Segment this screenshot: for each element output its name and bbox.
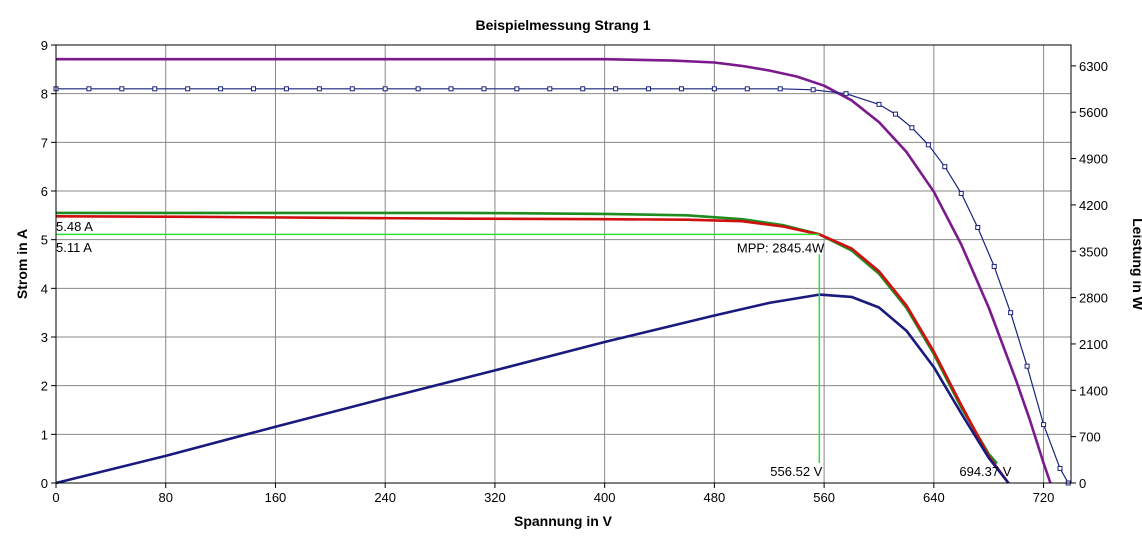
- y2-axis-label: Leistung in W: [1130, 218, 1142, 311]
- vmpp-label: 556.52 V: [770, 464, 822, 479]
- x-tick-label: 240: [374, 490, 396, 505]
- x-tick-label: 640: [923, 490, 945, 505]
- chart-title: Beispielmessung Strang 1: [475, 17, 650, 33]
- series-point: [185, 86, 191, 92]
- series-point: [547, 86, 553, 92]
- series-point: [1008, 310, 1014, 316]
- series-point: [251, 86, 257, 92]
- mpp-annotation-group: [56, 233, 821, 463]
- series-point: [892, 111, 898, 117]
- series-point: [843, 91, 849, 97]
- series-point: [152, 86, 158, 92]
- series-point: [777, 86, 783, 92]
- y-tick-label: 9: [41, 38, 48, 53]
- series-point: [810, 87, 816, 93]
- x-tick-label: 0: [52, 490, 59, 505]
- y-tick-label: 4: [41, 281, 48, 296]
- series-line-purple: [56, 57, 1052, 484]
- series-point: [876, 101, 882, 107]
- series-line-blue_marker: [56, 88, 1069, 484]
- series-point: [613, 86, 619, 92]
- series-point: [925, 142, 931, 148]
- series-point: [448, 86, 454, 92]
- series-line-navy: [55, 293, 1010, 485]
- x-tick-label: 560: [813, 490, 835, 505]
- series-point: [711, 86, 717, 92]
- x-tick-label: 400: [594, 490, 616, 505]
- y-tick-label: 5: [41, 233, 48, 248]
- series-point: [942, 164, 948, 170]
- y-tick-label: 8: [41, 87, 48, 102]
- x-axis-label: Spannung in V: [514, 513, 613, 529]
- y2-tick-label: 4900: [1079, 152, 1108, 167]
- y2-tick-labels: 0 700 1400 2100 2800 3500 4200 4900 5600 6300: [1071, 59, 1108, 491]
- y2-tick-label: 6300: [1079, 59, 1108, 74]
- series-point: [283, 86, 289, 92]
- isc-label: 5.48 A: [56, 219, 93, 234]
- series-point: [86, 86, 92, 92]
- x-tick-label: 480: [704, 490, 726, 505]
- x-tick-label: 160: [265, 490, 287, 505]
- impp-label: 5.11 A: [56, 240, 92, 255]
- series-point: [975, 225, 981, 230]
- y2-tick-label: 2800: [1079, 291, 1108, 306]
- y-tick-label: 7: [41, 135, 48, 150]
- y2-tick-label: 0: [1079, 476, 1086, 491]
- series-point: [744, 86, 750, 92]
- y-tick-label: 1: [41, 427, 48, 442]
- series-point: [1057, 465, 1063, 471]
- series-point: [991, 263, 997, 269]
- series-point: [382, 86, 388, 92]
- y-tick-label: 6: [41, 184, 48, 199]
- y2-tick-label: 4200: [1079, 198, 1108, 213]
- series-point: [1041, 422, 1047, 428]
- series-point: [909, 125, 915, 131]
- grid: [56, 44, 1071, 483]
- series-point: [119, 86, 125, 92]
- x-tick-label: 80: [158, 490, 172, 505]
- y-axis-label: Strom in A: [14, 229, 30, 299]
- series-point: [481, 86, 487, 92]
- series-point: [218, 86, 224, 92]
- y2-tick-label: 2100: [1079, 337, 1108, 352]
- series-group: [53, 57, 1071, 486]
- series-point: [349, 86, 355, 92]
- y2-tick-label: 1400: [1079, 383, 1108, 398]
- series-line-red: [55, 215, 1010, 484]
- y-tick-labels: 0 1 2 3 4 5 6 7 8 9: [41, 38, 56, 491]
- y-tick-label: 3: [41, 330, 48, 345]
- x-tick-label: 720: [1033, 490, 1055, 505]
- series-point: [316, 86, 322, 92]
- series-point: [958, 190, 964, 196]
- series-point: [580, 86, 586, 92]
- y2-tick-label: 5600: [1079, 105, 1108, 120]
- voc-label: 694.37 V: [959, 464, 1011, 479]
- series-point: [514, 86, 520, 92]
- y2-tick-label: 3500: [1079, 244, 1108, 259]
- series-point: [678, 86, 684, 92]
- y-tick-label: 0: [41, 476, 48, 491]
- plot-frame: [55, 44, 1072, 484]
- series-point: [1024, 363, 1030, 369]
- mpp-power-label: MPP: 2845.4W: [737, 240, 825, 255]
- series-point: [646, 86, 652, 92]
- y2-tick-label: 700: [1079, 430, 1101, 445]
- x-tick-labels: 0 80 160 240 320 400 480 560 640 720: [52, 483, 1054, 505]
- y-tick-label: 2: [41, 379, 48, 394]
- x-tick-label: 320: [484, 490, 506, 505]
- series-point: [415, 86, 421, 92]
